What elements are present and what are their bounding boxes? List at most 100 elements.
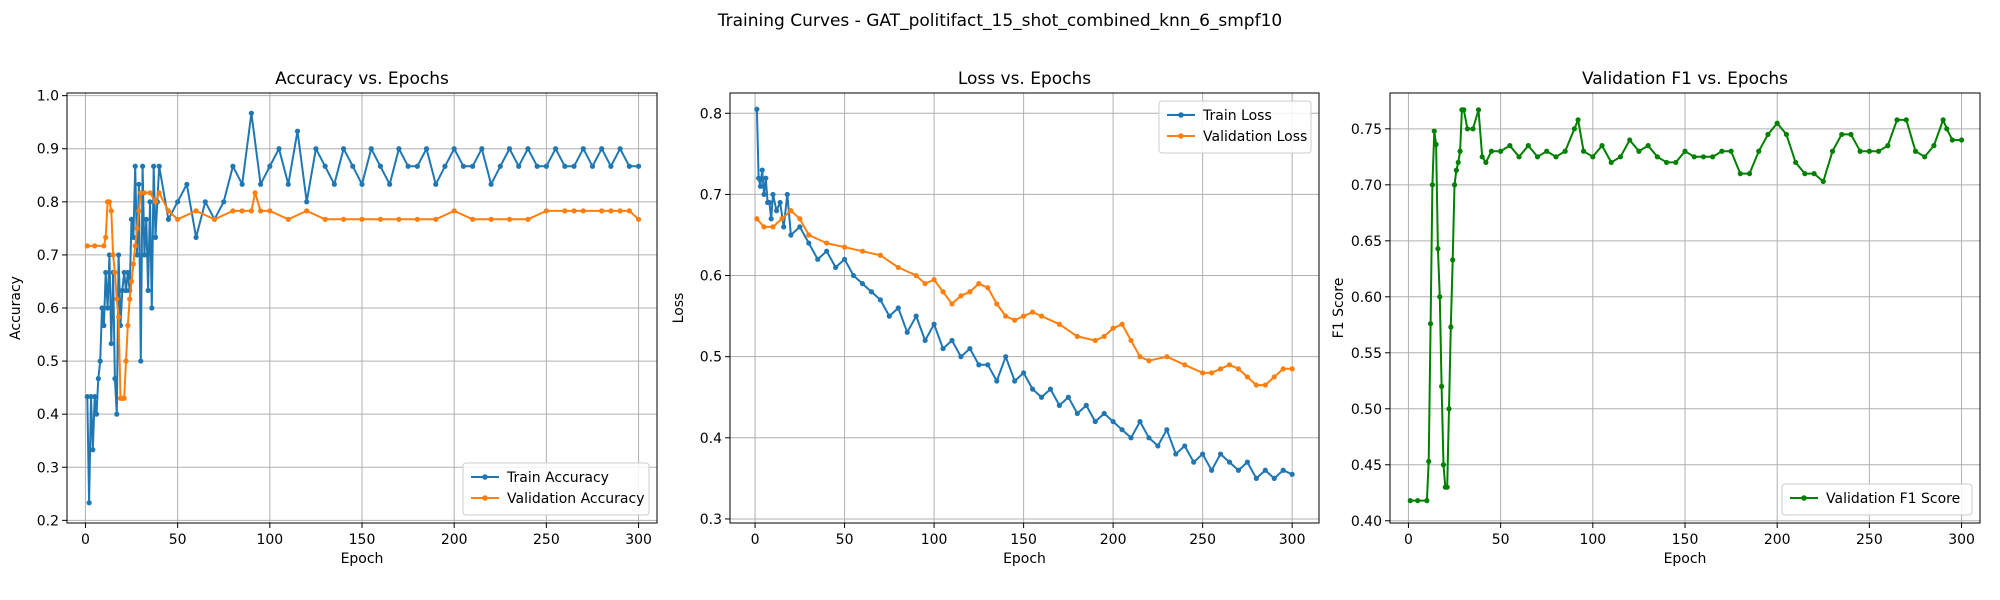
data-point bbox=[1673, 159, 1679, 166]
x-tick-label: 0 bbox=[751, 532, 760, 548]
data-point bbox=[239, 208, 245, 214]
data-point bbox=[147, 190, 153, 196]
data-point bbox=[1599, 143, 1605, 149]
data-point bbox=[1525, 143, 1531, 149]
data-point bbox=[1038, 394, 1045, 400]
data-point bbox=[121, 395, 127, 401]
data-point bbox=[433, 216, 439, 222]
data-point bbox=[940, 345, 946, 352]
data-point bbox=[101, 243, 107, 249]
data-point bbox=[635, 216, 642, 222]
data-point bbox=[1038, 313, 1045, 319]
data-point bbox=[313, 146, 319, 152]
data-point bbox=[922, 337, 928, 344]
data-point bbox=[92, 394, 98, 400]
data-point bbox=[571, 208, 577, 214]
data-point bbox=[396, 216, 402, 222]
series-line bbox=[86, 112, 639, 504]
data-point bbox=[123, 358, 129, 364]
y-tick-label: 0.3 bbox=[37, 460, 59, 476]
data-point bbox=[156, 190, 162, 196]
data-point bbox=[377, 216, 384, 222]
data-point bbox=[1119, 321, 1125, 327]
x-tick-label: 100 bbox=[256, 532, 283, 548]
data-point bbox=[534, 163, 540, 169]
data-point bbox=[285, 181, 291, 187]
data-point bbox=[145, 287, 151, 294]
data-point bbox=[580, 208, 586, 214]
data-point bbox=[1488, 148, 1495, 154]
y-tick-label: 0.6 bbox=[37, 301, 59, 317]
data-point bbox=[1746, 171, 1753, 177]
data-point bbox=[1756, 148, 1762, 154]
data-point bbox=[116, 314, 122, 320]
legend-label: Validation Loss bbox=[1203, 129, 1307, 145]
y-axis-label: F1 Score bbox=[1331, 278, 1347, 339]
data-point bbox=[1208, 370, 1215, 376]
data-point bbox=[886, 313, 892, 319]
data-point bbox=[1894, 117, 1900, 123]
x-axis-label: Epoch bbox=[1664, 551, 1707, 567]
x-tick-label: 150 bbox=[1010, 532, 1037, 548]
data-point bbox=[1262, 382, 1268, 388]
legend-box bbox=[1158, 100, 1312, 154]
data-point bbox=[1498, 148, 1504, 154]
data-point bbox=[1415, 498, 1421, 504]
legend-label: Validation Accuracy bbox=[507, 491, 645, 507]
data-point bbox=[958, 293, 964, 299]
data-point bbox=[112, 269, 118, 276]
data-point bbox=[93, 411, 100, 417]
legend: Validation F1 Score bbox=[1781, 483, 1973, 516]
data-point bbox=[377, 163, 384, 169]
data-point bbox=[1217, 451, 1224, 457]
data-point bbox=[1450, 257, 1456, 263]
data-point bbox=[128, 216, 135, 222]
data-point bbox=[1021, 370, 1027, 376]
data-point bbox=[626, 163, 632, 169]
x-tick-label: 250 bbox=[1856, 532, 1883, 548]
data-point bbox=[850, 272, 857, 279]
data-point bbox=[788, 232, 794, 238]
data-point bbox=[761, 191, 767, 198]
data-point bbox=[396, 146, 402, 152]
data-point bbox=[1253, 382, 1259, 388]
data-point bbox=[824, 248, 830, 254]
data-point bbox=[913, 313, 919, 319]
data-point bbox=[460, 163, 467, 169]
x-tick-label: 50 bbox=[836, 532, 854, 548]
data-point bbox=[770, 191, 776, 198]
data-point bbox=[1047, 386, 1054, 392]
x-tick-label: 100 bbox=[1579, 532, 1606, 548]
data-point bbox=[754, 106, 760, 112]
data-point bbox=[1056, 321, 1063, 327]
data-point bbox=[1235, 366, 1242, 372]
data-point bbox=[1146, 435, 1152, 441]
y-tick-label: 0.5 bbox=[37, 354, 59, 370]
data-point bbox=[1435, 246, 1441, 252]
data-point bbox=[1164, 354, 1170, 360]
y-tick-label: 0.9 bbox=[37, 142, 59, 158]
data-point bbox=[1128, 435, 1134, 441]
data-point bbox=[1479, 154, 1485, 160]
data-point bbox=[1571, 126, 1577, 132]
x-tick-label: 300 bbox=[1279, 532, 1306, 548]
data-point bbox=[841, 256, 848, 262]
x-tick-label: 200 bbox=[1764, 532, 1791, 548]
data-point bbox=[267, 163, 273, 169]
data-point bbox=[1056, 402, 1063, 408]
data-point bbox=[114, 296, 120, 302]
x-tick-label: 150 bbox=[1672, 532, 1699, 548]
data-point bbox=[442, 163, 448, 169]
data-point bbox=[1654, 154, 1660, 160]
data-point bbox=[1208, 467, 1215, 473]
data-point bbox=[1737, 171, 1743, 177]
data-point bbox=[1793, 159, 1799, 166]
data-point bbox=[130, 261, 136, 267]
data-point bbox=[1029, 309, 1036, 315]
data-point bbox=[1483, 159, 1489, 166]
legend-label: Validation F1 Score bbox=[1826, 491, 1960, 507]
data-point bbox=[797, 216, 803, 222]
data-point bbox=[1217, 366, 1224, 372]
data-point bbox=[1426, 458, 1432, 465]
